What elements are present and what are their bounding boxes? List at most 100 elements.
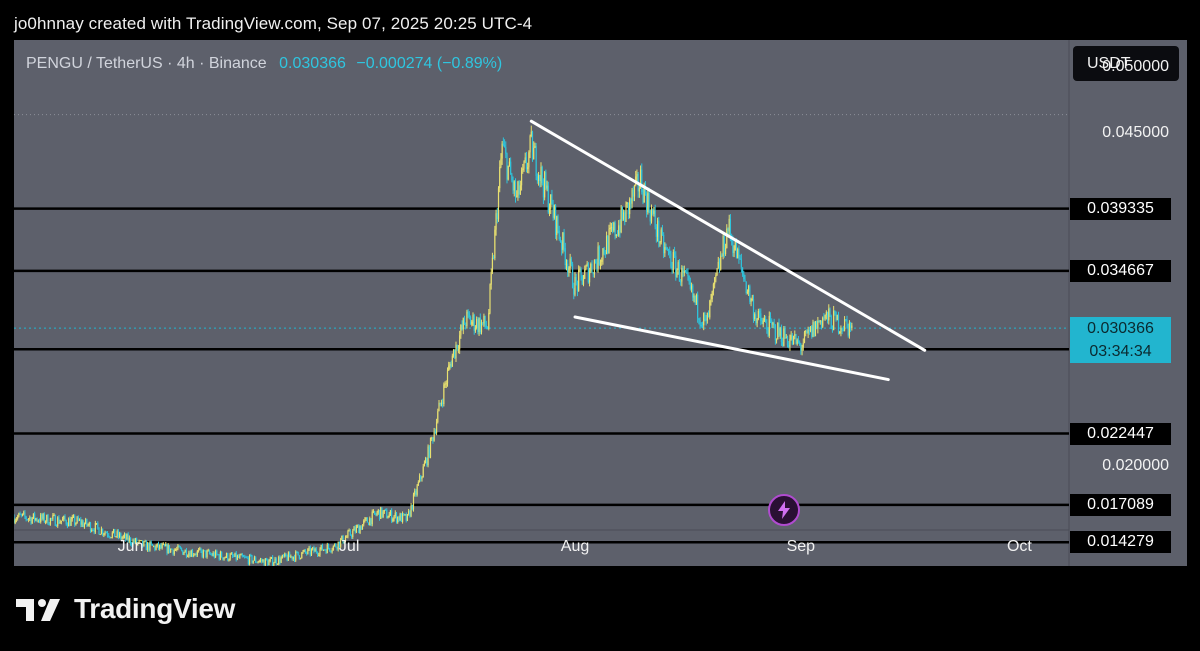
candle-body (397, 516, 399, 523)
candle-body (522, 168, 524, 170)
candle-body (75, 522, 77, 525)
candle-body (437, 411, 439, 423)
candle-body (848, 322, 851, 336)
candle-body (512, 180, 514, 191)
candle-body (548, 209, 551, 213)
candle-body (139, 540, 141, 542)
candle-body (97, 523, 99, 528)
candle-body (330, 550, 332, 552)
candle-body (14, 520, 16, 523)
candle-body (800, 344, 802, 351)
candle-body (423, 462, 426, 467)
candle-body (35, 518, 37, 521)
candle-body (425, 458, 427, 463)
candle-body (48, 524, 50, 526)
candle-body (55, 525, 58, 527)
candle-body (377, 509, 379, 513)
candle-body (422, 466, 424, 478)
candle-body (127, 534, 129, 542)
chart-panel[interactable]: PENGU / TetherUS · 4h · Binance 0.030366… (14, 40, 1187, 566)
candle-body (693, 295, 695, 298)
price-chart[interactable] (14, 40, 1187, 566)
candle-body (615, 234, 617, 237)
candle-body (416, 485, 418, 495)
candle-body (451, 355, 453, 367)
candle-body (399, 513, 401, 521)
candle-body (159, 544, 161, 549)
candle-body (767, 330, 769, 336)
candle-body (319, 549, 321, 555)
bolt-icon[interactable] (768, 494, 800, 526)
candle-body (102, 528, 104, 535)
candle-body (846, 319, 848, 324)
candle-body (262, 559, 264, 562)
candle-body (465, 324, 467, 326)
candle-body (236, 555, 239, 560)
candle-body (773, 323, 775, 326)
symbol-last-price: 0.030366 (279, 55, 346, 72)
candle-body (556, 216, 558, 236)
candle-body (194, 554, 196, 556)
upper-trendline[interactable] (529, 119, 927, 352)
candle-body (357, 525, 359, 527)
candle-body (374, 511, 376, 515)
candle-body (807, 329, 809, 334)
candle-body (274, 558, 276, 563)
candle-body (310, 549, 313, 555)
candle-body (219, 552, 222, 560)
candle-body (533, 147, 535, 160)
candle-body (670, 253, 672, 267)
candle-body (456, 344, 458, 350)
candle-body (383, 509, 385, 512)
candle-body (703, 313, 705, 326)
candle-body (669, 251, 671, 254)
candle-body (121, 537, 123, 539)
candle-body (133, 540, 135, 543)
candle-body (496, 213, 498, 220)
candle-body (270, 557, 273, 559)
candle-body (105, 532, 107, 534)
candle-body (438, 402, 440, 412)
candle-body (581, 275, 583, 285)
candle-body (477, 318, 479, 332)
candle-body (700, 325, 702, 327)
candle-body (272, 557, 274, 566)
tradingview-logo[interactable]: TradingView (16, 593, 235, 625)
candle-body (655, 227, 657, 237)
candle-body (499, 166, 501, 189)
candle-body (544, 172, 546, 198)
candle-body (340, 539, 342, 547)
candle-body (265, 558, 268, 561)
candle-body (214, 550, 217, 558)
candle-body (527, 167, 529, 169)
candle-body (148, 543, 150, 551)
candle-body (607, 236, 609, 253)
candle-body (87, 524, 89, 526)
candle-body (830, 316, 832, 329)
candle-body (598, 246, 600, 265)
candle-body (604, 253, 606, 255)
candle-body (252, 560, 254, 563)
candle-body (165, 544, 167, 547)
candle-body (466, 311, 468, 326)
candle-body (91, 529, 93, 532)
lower-trendline[interactable] (573, 315, 890, 382)
candle-body (333, 543, 336, 546)
bar-countdown: 03:34:34 (1089, 343, 1152, 361)
candle-body (346, 536, 348, 538)
candle-body (285, 553, 287, 557)
candle-body (799, 341, 801, 345)
candle-body (452, 349, 455, 356)
candle-body (709, 300, 711, 318)
candle-body (204, 550, 206, 552)
candle-body (573, 287, 575, 295)
candle-body (638, 188, 640, 192)
candle-body (445, 383, 447, 385)
level-price-label: 0.014279 (1070, 531, 1171, 554)
candle-body (320, 544, 322, 550)
candle-body (36, 518, 38, 522)
candle-body (136, 538, 138, 544)
currency-button[interactable]: USDT (1073, 46, 1179, 81)
candle-body (782, 342, 784, 346)
candle-body (404, 514, 406, 516)
